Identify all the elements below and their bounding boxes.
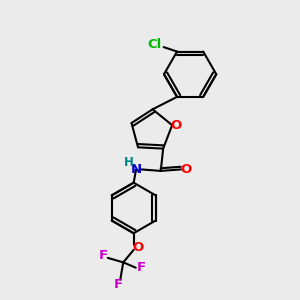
Text: O: O (180, 163, 192, 176)
Text: N: N (130, 163, 142, 176)
Text: F: F (98, 249, 108, 262)
Text: O: O (133, 241, 144, 254)
Text: Cl: Cl (147, 38, 161, 51)
Text: F: F (136, 261, 146, 274)
Text: O: O (170, 119, 182, 132)
Text: H: H (124, 156, 134, 170)
Text: F: F (114, 278, 123, 291)
